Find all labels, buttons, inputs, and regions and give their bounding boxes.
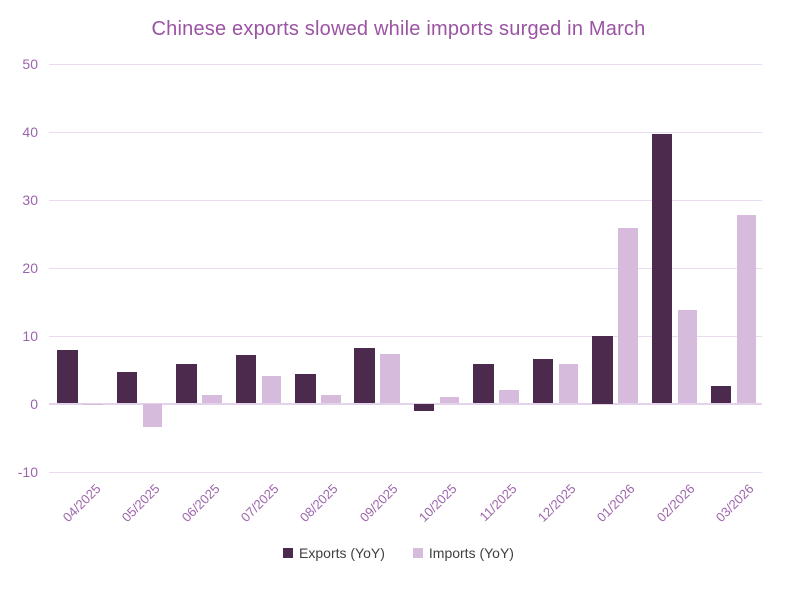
- bar-imports-01/2026: [618, 228, 638, 404]
- bar-imports-06/2025: [202, 395, 222, 404]
- bar-imports-02/2026: [677, 309, 698, 404]
- y-tick-label: 30: [22, 191, 38, 208]
- bar-exports-04/2025: [57, 349, 78, 404]
- x-axis-label: 10/2025: [415, 481, 460, 525]
- x-axis-label: 06/2025: [178, 481, 223, 525]
- x-axis-label: 05/2025: [118, 481, 163, 525]
- legend-item-exports: Exports (YoY): [283, 545, 385, 561]
- x-axis-label: 12/2025: [534, 481, 579, 525]
- bar-exports-02/2026: [651, 133, 673, 404]
- exports-swatch-icon: [283, 548, 294, 558]
- x-axis-label: 04/2025: [59, 481, 104, 525]
- bar-imports-12/2025: [558, 364, 579, 404]
- bar-imports-04/2025: [83, 403, 103, 405]
- bar-exports-03/2026: [710, 385, 732, 404]
- bar-exports-09/2025: [354, 347, 375, 404]
- gridline: [49, 335, 762, 337]
- y-tick-label: 20: [22, 259, 38, 276]
- x-axis-zero-line: [49, 402, 762, 405]
- x-axis-label: 08/2025: [297, 481, 341, 525]
- x-axis-label: 01/2026: [594, 481, 639, 525]
- x-axis-label: 03/2026: [713, 481, 757, 525]
- legend-item-imports: Imports (YoY): [412, 545, 514, 561]
- legend: Exports (YoY) Imports (YoY): [0, 545, 797, 561]
- gridline: [49, 63, 762, 65]
- bar-exports-10/2025: [413, 403, 435, 411]
- y-tick-label: 0: [30, 395, 38, 412]
- bar-exports-07/2025: [235, 355, 257, 404]
- y-tick-label: 10: [22, 327, 38, 344]
- bar-exports-01/2026: [592, 335, 613, 404]
- legend-label-exports: Exports (YoY): [299, 545, 385, 561]
- legend-label-imports: Imports (YoY): [428, 545, 514, 561]
- bar-exports-08/2025: [295, 373, 316, 404]
- gridline: [49, 471, 762, 473]
- bar-imports-03/2026: [736, 215, 757, 404]
- y-tick-label: 40: [22, 123, 38, 140]
- gridline: [49, 267, 762, 269]
- x-axis-label: 09/2025: [356, 481, 401, 525]
- bar-imports-08/2025: [321, 394, 341, 404]
- chart-title: Chinese exports slowed while imports sur…: [151, 18, 646, 40]
- bar-imports-11/2025: [499, 389, 519, 404]
- imports-swatch-icon: [412, 548, 423, 558]
- bar-exports-05/2025: [116, 372, 138, 404]
- gridline: [49, 131, 762, 133]
- bar-exports-06/2025: [176, 364, 197, 404]
- x-axis-label: 11/2025: [476, 481, 520, 525]
- bar-imports-10/2025: [439, 397, 460, 404]
- bar-imports-05/2025: [142, 403, 163, 427]
- x-axis-label: 02/2026: [653, 481, 698, 525]
- gridline: [49, 199, 762, 201]
- y-tick-label: -10: [17, 463, 38, 480]
- x-axis-label: 07/2025: [237, 481, 282, 525]
- bar-exports-11/2025: [473, 364, 494, 404]
- y-tick-label: 50: [22, 55, 38, 72]
- bar-imports-07/2025: [261, 375, 282, 404]
- bar-imports-09/2025: [380, 353, 400, 404]
- bar-exports-12/2025: [532, 358, 554, 404]
